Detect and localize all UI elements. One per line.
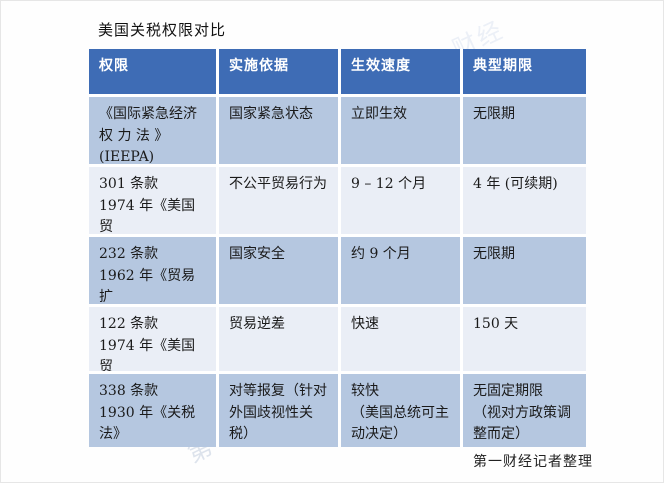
cell-speed: 9 – 12 个月 — [341, 167, 460, 234]
cell-basis: 对等报复（针对 外国歧视性关 税） — [219, 374, 338, 447]
cell-duration: 无限期 — [463, 97, 586, 164]
column-header-authority: 权限 — [89, 49, 216, 94]
cell-speed: 约 9 个月 — [341, 237, 460, 304]
cell-basis: 国家安全 — [219, 237, 338, 304]
column-header-basis: 实施依据 — [219, 49, 338, 94]
cell-duration: 无固定期限 （视对方政策调 整而定） — [463, 374, 586, 447]
column-header-speed: 生效速度 — [341, 49, 460, 94]
cell-speed: 快速 — [341, 307, 460, 371]
cell-authority: 338 条款 1930 年《关税 法》 — [89, 374, 216, 447]
cell-basis: 不公平贸易行为 — [219, 167, 338, 234]
source-credit: 第一财经记者整理 — [473, 454, 593, 470]
cell-duration: 无限期 — [463, 237, 586, 304]
tariff-comparison-table: 权限 实施依据 生效速度 典型期限 《国际紧急经济 权 力 法 》 (IEEPA… — [89, 49, 586, 447]
cell-authority: 122 条款 1974 年《美国贸 易法》 — [89, 307, 216, 371]
cell-speed: 较快 （美国总统可主 动决定） — [341, 374, 460, 447]
cell-authority: 301 条款 1974 年《美国贸 易法》 — [89, 167, 216, 234]
cell-speed: 立即生效 — [341, 97, 460, 164]
cell-duration: 4 年 (可续期) — [463, 167, 586, 234]
cell-authority: 《国际紧急经济 权 力 法 》 (IEEPA) — [89, 97, 216, 164]
cell-basis: 国家紧急状态 — [219, 97, 338, 164]
cell-basis: 贸易逆差 — [219, 307, 338, 371]
cell-authority: 232 条款 1962 年《贸易扩 张法》 — [89, 237, 216, 304]
cell-duration: 150 天 — [463, 307, 586, 371]
page-title: 美国关税权限对比 — [98, 21, 227, 39]
column-header-duration: 典型期限 — [463, 49, 586, 94]
